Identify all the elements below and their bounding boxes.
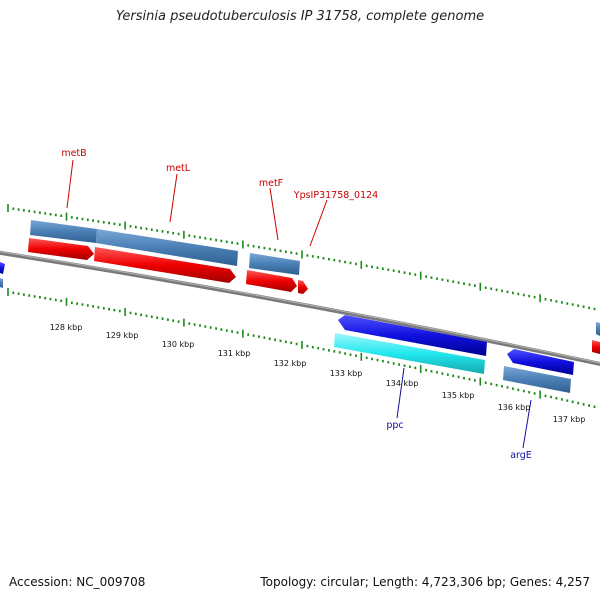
upper-tick-track — [7, 204, 596, 311]
metL-callout-line — [169, 173, 178, 223]
gene-metL-bar — [96, 229, 238, 266]
edge-gene-right — [596, 322, 600, 336]
cds-ppc-arrow — [338, 315, 487, 356]
scale-label: 133 kbp — [330, 369, 363, 378]
scale-label: 129 kbp — [106, 331, 139, 340]
ppc-callout-line — [396, 367, 405, 419]
metL-label: metL — [166, 163, 191, 174]
genome-summary-text: Topology: circular; Length: 4,723,306 bp… — [260, 575, 590, 589]
map-title: Yersinia pseudotuberculosis IP 31758, co… — [115, 9, 485, 24]
cds-metL-arrow — [94, 247, 236, 283]
metF-callout-line — [269, 187, 279, 241]
edge-gene-left — [0, 278, 3, 288]
YpsIP31758_0124-callout-line — [309, 199, 328, 247]
scale-label: 128 kbp — [50, 323, 83, 332]
lower-tick-track — [7, 288, 596, 408]
scale-label: 135 kbp — [442, 391, 475, 400]
gene-metF-bar — [249, 253, 300, 275]
accession-text: Accession: NC_009708 — [9, 575, 146, 589]
metB-callout-line — [66, 159, 74, 209]
argE-label: argE — [510, 450, 532, 461]
scale-label: 137 kbp — [553, 415, 586, 424]
gene-metB-bar — [30, 220, 97, 243]
metB-label: metB — [61, 148, 86, 159]
cds-argE-arrow — [507, 349, 574, 375]
gene-argE-bar — [503, 366, 571, 393]
gene-ppc-bar — [334, 333, 485, 374]
cds-YpsIP31758_0124-arrow — [298, 280, 308, 294]
scale-label: 136 kbp — [498, 403, 531, 412]
edge-cds-left — [0, 262, 5, 274]
genome-backbone — [0, 250, 600, 366]
argE-callout-line — [522, 399, 532, 449]
YpsIP31758_0124-label: YpsIP31758_0124 — [293, 190, 378, 201]
metF-label: metF — [259, 178, 283, 189]
scale-label: 130 kbp — [162, 340, 195, 349]
scale-label: 132 kbp — [274, 359, 307, 368]
ppc-label: ppc — [386, 420, 403, 431]
scale-label: 134 kbp — [386, 379, 419, 388]
cds-metB-arrow — [28, 238, 94, 260]
cds-metF-arrow — [246, 270, 297, 292]
scale-label: 131 kbp — [218, 349, 251, 358]
edge-cds-right — [592, 340, 600, 354]
